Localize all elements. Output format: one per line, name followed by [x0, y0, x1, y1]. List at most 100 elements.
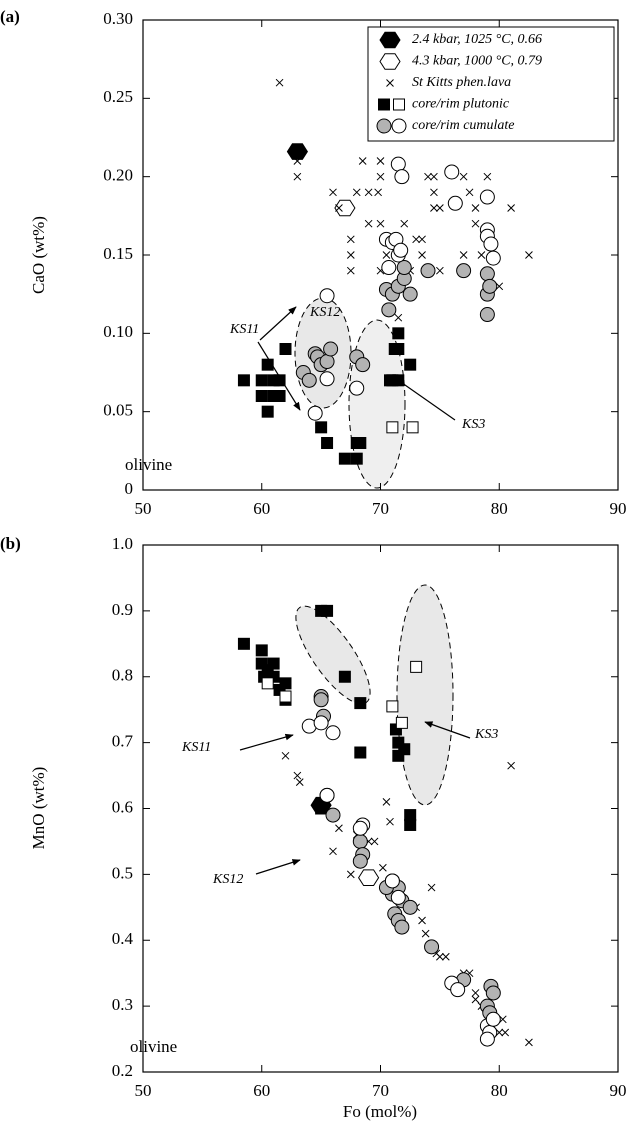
legend-label: core/rim cumulate — [412, 118, 515, 133]
point — [392, 343, 405, 355]
point — [498, 1015, 507, 1024]
point — [255, 374, 268, 387]
point — [293, 771, 302, 780]
arrow — [394, 377, 456, 421]
point — [382, 251, 391, 259]
point — [479, 266, 495, 282]
point — [402, 899, 418, 915]
y-tick-label: 0.3 — [112, 995, 133, 1014]
point — [402, 286, 418, 302]
point — [479, 189, 495, 205]
point — [404, 358, 417, 371]
point — [313, 692, 329, 708]
y-tick-label: 0.10 — [103, 322, 133, 341]
point — [471, 989, 480, 997]
point — [400, 219, 409, 228]
point — [352, 188, 361, 197]
point — [485, 250, 501, 266]
point — [436, 266, 444, 275]
legend-marker — [393, 98, 405, 111]
point — [261, 405, 274, 418]
point — [313, 715, 329, 731]
point — [323, 341, 339, 357]
point — [479, 1031, 495, 1047]
arrow — [255, 859, 301, 875]
point — [444, 164, 460, 180]
y-tick-label: 0.6 — [112, 797, 133, 816]
point — [525, 1038, 533, 1047]
annotation: KS3 — [474, 727, 498, 742]
panel-label: (b) — [0, 534, 21, 553]
point — [349, 380, 365, 396]
point — [507, 761, 515, 770]
point — [370, 837, 379, 846]
x-tick-label: 60 — [253, 1081, 270, 1100]
point — [394, 919, 410, 935]
point — [418, 235, 426, 244]
point — [412, 235, 420, 244]
point — [267, 657, 280, 670]
data-points — [237, 604, 533, 1047]
point — [335, 824, 343, 833]
point — [321, 437, 334, 449]
y-tick-label: 0.2 — [112, 1061, 133, 1080]
point — [354, 746, 367, 759]
point — [319, 288, 335, 304]
legend-marker — [391, 118, 407, 134]
ks3-region — [396, 584, 454, 806]
point — [471, 204, 480, 212]
point — [325, 725, 341, 741]
annotation: KS11 — [229, 322, 259, 337]
point — [329, 847, 337, 856]
point — [382, 798, 391, 806]
point — [346, 870, 355, 879]
data-points — [237, 78, 533, 465]
legend-label: core/rim plutonic — [412, 97, 510, 112]
point — [501, 1028, 510, 1037]
legend-marker — [376, 118, 392, 134]
point — [525, 251, 533, 259]
y-tick-label: 1.0 — [112, 534, 133, 553]
point — [379, 863, 387, 872]
point — [352, 820, 368, 836]
point — [346, 235, 355, 244]
point — [255, 644, 268, 657]
point — [430, 172, 438, 181]
point — [279, 343, 292, 355]
point — [384, 374, 396, 387]
point — [479, 307, 495, 323]
x-tick-label: 90 — [610, 499, 627, 518]
y-tick-label: 0 — [125, 479, 134, 498]
x-axis-title: Fo (mol%) — [343, 1102, 417, 1121]
x-tick-label: 90 — [610, 1081, 627, 1100]
point — [261, 358, 274, 371]
point — [376, 172, 385, 181]
point — [376, 219, 385, 228]
point — [459, 251, 468, 259]
legend-label: 2.4 kbar, 1025 °C, 0.66 — [412, 32, 542, 47]
point — [364, 219, 373, 228]
point — [436, 952, 444, 961]
point — [286, 143, 308, 160]
point — [430, 204, 438, 212]
y-tick-label: 0.20 — [103, 166, 133, 185]
arrow — [239, 733, 294, 751]
legend-box — [367, 26, 615, 142]
point — [465, 188, 474, 197]
point — [394, 169, 410, 185]
point — [381, 260, 397, 276]
point — [350, 452, 363, 465]
point — [315, 802, 328, 815]
x-tick-label: 60 — [253, 499, 270, 518]
point — [321, 604, 334, 617]
point — [456, 263, 472, 279]
panel-label: (a) — [0, 7, 20, 26]
y-tick-label: 0.9 — [112, 600, 133, 619]
y-tick-label: 0.25 — [103, 87, 133, 106]
point — [295, 778, 304, 787]
point — [418, 916, 426, 925]
point — [358, 157, 367, 165]
point — [364, 188, 373, 197]
point — [386, 700, 399, 713]
